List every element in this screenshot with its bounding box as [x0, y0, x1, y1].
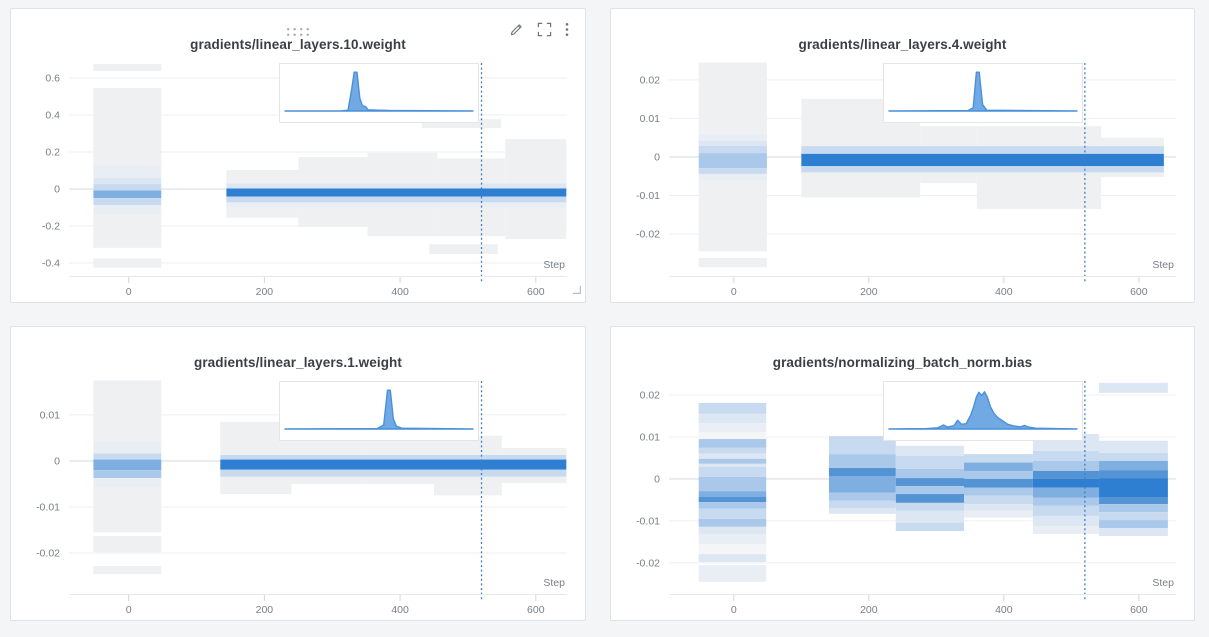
panel-toolbar — [509, 22, 569, 37]
svg-text:0.01: 0.01 — [640, 113, 661, 125]
svg-text:0: 0 — [654, 151, 660, 163]
svg-text:600: 600 — [1130, 604, 1148, 616]
svg-text:0.6: 0.6 — [45, 73, 60, 85]
svg-text:-0.02: -0.02 — [36, 548, 60, 560]
svg-text:0: 0 — [731, 286, 737, 298]
svg-text:200: 200 — [860, 286, 878, 298]
svg-text:0: 0 — [54, 184, 60, 196]
svg-text:0: 0 — [654, 473, 660, 485]
svg-text:0: 0 — [54, 455, 60, 467]
svg-text:0.2: 0.2 — [45, 147, 60, 159]
svg-text:-0.02: -0.02 — [636, 229, 660, 241]
gradient-heatmap-plot[interactable]: 0.02 0.01 0 -0.01 -0.02 0 200 400 600 Step — [611, 327, 1194, 620]
svg-text:Step: Step — [543, 259, 565, 271]
svg-text:200: 200 — [256, 286, 274, 298]
gradient-heatmap-plot[interactable]: 0.6 0.4 0.2 0 -0.2 -0.4 0 200 400 600 Step — [11, 9, 585, 302]
svg-text:0: 0 — [126, 286, 132, 298]
svg-text:Step: Step — [1152, 259, 1174, 271]
panel-title: gradients/linear_layers.1.weight — [193, 355, 403, 370]
inset-histogram — [883, 63, 1083, 123]
svg-text:0.02: 0.02 — [640, 74, 661, 86]
edit-pencil-icon[interactable] — [509, 22, 524, 37]
drag-handle-icon[interactable] — [286, 24, 310, 42]
svg-text:400: 400 — [391, 286, 409, 298]
svg-text:200: 200 — [256, 604, 274, 616]
fullscreen-icon[interactable] — [537, 22, 552, 37]
svg-text:400: 400 — [391, 604, 409, 616]
chart-panel: gradients/normalizing_batch_norm.bias 0.… — [610, 326, 1195, 621]
svg-text:Step: Step — [1152, 577, 1174, 589]
svg-text:Step: Step — [543, 577, 565, 589]
gradient-heatmap-plot[interactable]: 0.01 0 -0.01 -0.02 0 200 400 600 Step — [11, 327, 585, 620]
svg-text:600: 600 — [527, 604, 545, 616]
panel-title: gradients/normalizing_batch_norm.bias — [772, 355, 1033, 370]
svg-text:200: 200 — [860, 604, 878, 616]
svg-text:-0.4: -0.4 — [42, 258, 60, 270]
inset-histogram — [883, 381, 1083, 441]
svg-text:0.02: 0.02 — [640, 389, 661, 401]
svg-text:600: 600 — [1130, 286, 1148, 298]
svg-text:-0.01: -0.01 — [636, 515, 660, 527]
chart-panel: gradients/linear_layers.10.weight 0.6 0.4… — [10, 8, 586, 303]
svg-text:-0.01: -0.01 — [36, 501, 60, 513]
chart-panel: gradients/linear_layers.4.weight 0.02 0.0… — [610, 8, 1195, 303]
svg-text:0: 0 — [126, 604, 132, 616]
inset-histogram — [279, 381, 479, 441]
svg-text:0.4: 0.4 — [45, 110, 60, 122]
svg-text:-0.02: -0.02 — [636, 557, 660, 569]
svg-text:600: 600 — [527, 286, 545, 298]
svg-text:0.01: 0.01 — [40, 409, 61, 421]
panel-title: gradients/linear_layers.10.weight — [190, 37, 406, 52]
panel-title: gradients/linear_layers.4.weight — [798, 37, 1007, 52]
svg-text:0: 0 — [731, 604, 737, 616]
gradient-heatmap-plot[interactable]: 0.02 0.01 0 -0.01 -0.02 0 200 400 600 Step — [611, 9, 1194, 302]
svg-text:-0.01: -0.01 — [636, 190, 660, 202]
inset-histogram — [279, 63, 479, 123]
kebab-menu-icon[interactable] — [565, 22, 569, 37]
svg-text:-0.2: -0.2 — [42, 221, 60, 233]
svg-text:0.01: 0.01 — [640, 431, 661, 443]
chart-panel: gradients/linear_layers.1.weight 0.01 0 -0… — [10, 326, 586, 621]
svg-text:400: 400 — [995, 604, 1013, 616]
svg-text:400: 400 — [995, 286, 1013, 298]
resize-grip[interactable] — [573, 281, 582, 299]
